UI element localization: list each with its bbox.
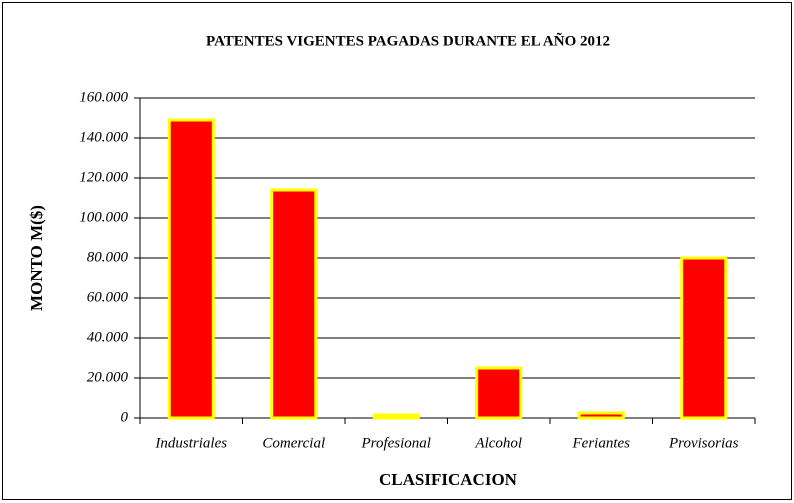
bar bbox=[475, 366, 523, 420]
bar bbox=[680, 256, 728, 420]
y-tick-label: 100.000 bbox=[79, 209, 128, 225]
bar bbox=[372, 413, 420, 420]
y-tick-label: 40.000 bbox=[87, 329, 129, 345]
y-tick-label: 120.000 bbox=[79, 169, 128, 185]
x-tick-label: Feriantes bbox=[572, 435, 631, 451]
x-axis-label: CLASIFICACION bbox=[379, 470, 518, 489]
x-tick-label: Industriales bbox=[154, 435, 227, 451]
x-tick-label: Provisorias bbox=[668, 435, 739, 451]
chart-title: PATENTES VIGENTES PAGADAS DURANTE EL AÑO… bbox=[206, 31, 610, 49]
y-tick-label: 140.000 bbox=[79, 129, 128, 145]
bar bbox=[577, 411, 625, 420]
y-tick-label: 0 bbox=[121, 409, 129, 425]
y-tick-label: 160.000 bbox=[79, 89, 128, 105]
y-axis-label: MONTO M($) bbox=[27, 205, 46, 311]
x-tick-label: Alcohol bbox=[474, 435, 522, 451]
y-tick-label: 60.000 bbox=[87, 289, 129, 305]
bar bbox=[270, 188, 318, 420]
bar bbox=[167, 118, 215, 420]
y-tick-label: 20.000 bbox=[87, 369, 129, 385]
x-tick-label: Profesional bbox=[361, 435, 431, 451]
x-tick-label: Comercial bbox=[262, 435, 325, 451]
y-tick-label: 80.000 bbox=[87, 249, 129, 265]
